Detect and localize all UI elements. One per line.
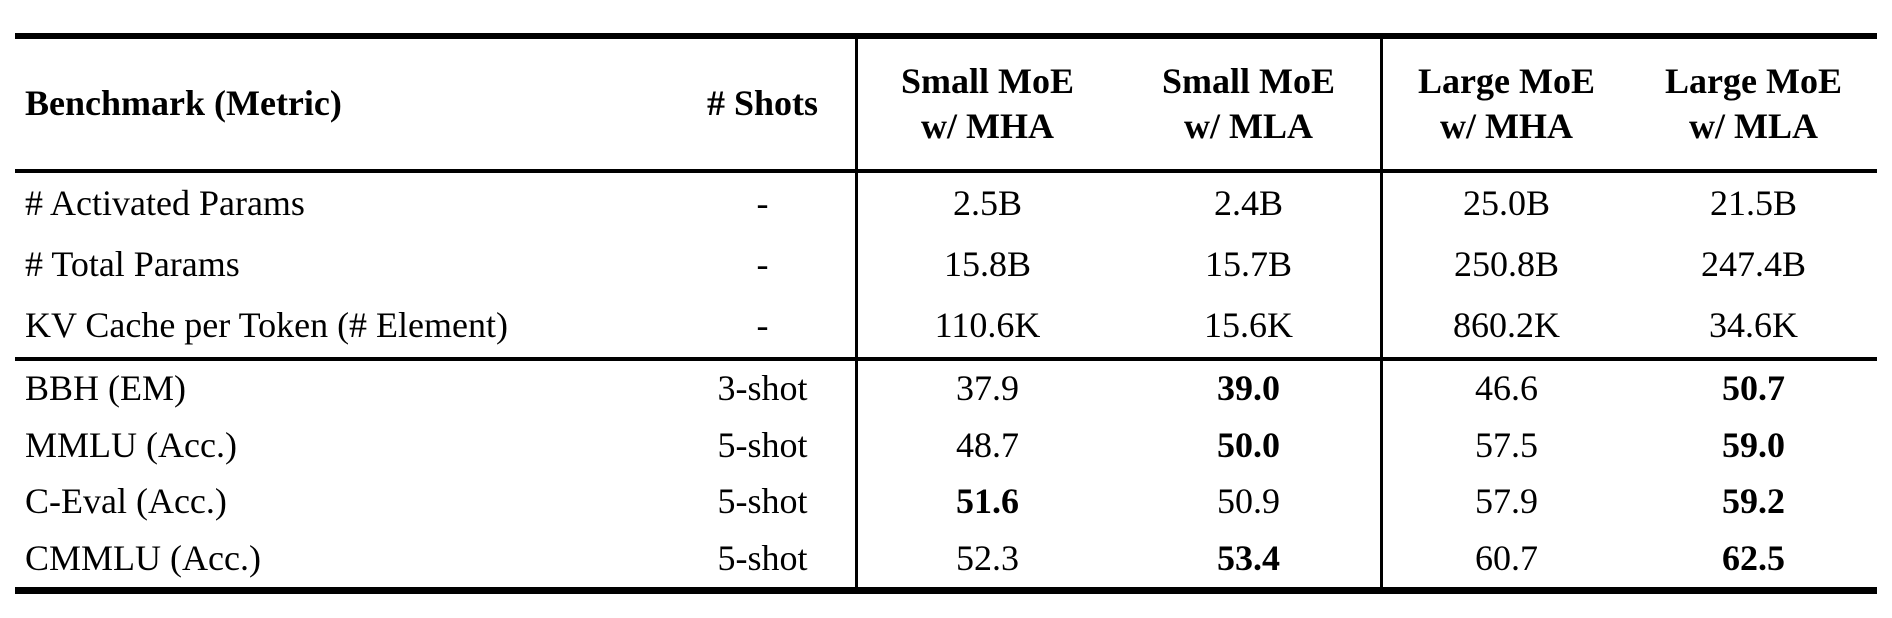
header-benchmark-metric: Benchmark (Metric) xyxy=(25,83,342,124)
value-cell: 57.5 xyxy=(1380,417,1630,474)
header-large-moe-mha: Large MoE w/ MHA xyxy=(1380,39,1630,169)
value-cell: 62.5 xyxy=(1722,537,1785,578)
value-cell: 50.7 xyxy=(1722,368,1785,409)
row-label: C-Eval (Acc.) xyxy=(25,481,227,522)
table-row-ceval: C-Eval (Acc.) 5-shot 51.6 50.9 57.9 59.2 xyxy=(15,473,1877,531)
benchmark-comparison-table: Benchmark (Metric) # Shots Small MoE w/ … xyxy=(15,33,1877,594)
value-cell: 250.8B xyxy=(1380,234,1630,296)
shots-cell: - xyxy=(756,182,769,223)
benchmarks-section: BBH (EM) 3-shot 37.9 39.0 46.6 50.7 MMLU… xyxy=(15,360,1877,587)
shots-cell: - xyxy=(756,305,769,346)
value-cell: 860.2K xyxy=(1380,295,1630,357)
params-section: # Activated Params - 2.5B 2.4B 25.0B 21.… xyxy=(15,173,1877,361)
table-row-mmlu: MMLU (Acc.) 5-shot 48.7 50.0 57.5 59.0 xyxy=(15,417,1877,474)
value-cell: 39.0 xyxy=(1217,368,1280,409)
value-cell: 57.9 xyxy=(1380,473,1630,531)
row-label: # Activated Params xyxy=(25,182,305,223)
value-cell: 34.6K xyxy=(1709,305,1798,346)
shots-cell: 5-shot xyxy=(717,537,808,578)
value-cell: 50.9 xyxy=(1217,481,1280,522)
table-header-row: Benchmark (Metric) # Shots Small MoE w/ … xyxy=(15,39,1877,173)
header-large-moe-mla: Large MoE w/ MLA xyxy=(1630,39,1877,169)
value-cell: 37.9 xyxy=(855,360,1117,418)
value-cell: 110.6K xyxy=(855,295,1117,357)
value-cell: 60.7 xyxy=(1380,530,1630,587)
header-group-line1: Large MoE xyxy=(1665,61,1842,101)
value-cell: 2.5B xyxy=(855,173,1117,235)
table-row-bbh: BBH (EM) 3-shot 37.9 39.0 46.6 50.7 xyxy=(15,360,1877,418)
table-row-cmmlu: CMMLU (Acc.) 5-shot 52.3 53.4 60.7 62.5 xyxy=(15,530,1877,587)
header-small-moe-mha: Small MoE w/ MHA xyxy=(855,39,1117,169)
value-cell: 59.0 xyxy=(1722,424,1785,465)
value-cell: 52.3 xyxy=(855,530,1117,587)
value-cell: 15.8B xyxy=(855,234,1117,296)
header-group-line1: Small MoE xyxy=(900,61,1074,101)
row-label: KV Cache per Token (# Element) xyxy=(25,305,508,346)
row-label: CMMLU (Acc.) xyxy=(25,537,261,578)
table-row-activated-params: # Activated Params - 2.5B 2.4B 25.0B 21.… xyxy=(15,173,1877,235)
header-num-shots: # Shots xyxy=(706,83,819,124)
row-label: MMLU (Acc.) xyxy=(25,424,237,465)
header-group-line2: w/ MLA xyxy=(1689,106,1818,146)
value-cell: 53.4 xyxy=(1217,537,1280,578)
shots-cell: - xyxy=(756,244,769,285)
header-group-line2: w/ MLA xyxy=(1183,106,1313,146)
value-cell: 21.5B xyxy=(1709,182,1797,223)
shots-cell: 3-shot xyxy=(717,368,808,409)
value-cell: 247.4B xyxy=(1700,244,1806,285)
row-label: # Total Params xyxy=(25,244,240,285)
header-small-moe-mla: Small MoE w/ MLA xyxy=(1117,39,1380,169)
shots-cell: 5-shot xyxy=(717,481,808,522)
value-cell: 2.4B xyxy=(1213,182,1283,223)
header-group-line1: Small MoE xyxy=(1161,61,1335,101)
table-row-total-params: # Total Params - 15.8B 15.7B 250.8B 247.… xyxy=(15,234,1877,296)
value-cell: 46.6 xyxy=(1380,360,1630,418)
header-group-line1: Large MoE xyxy=(1418,61,1595,101)
value-cell: 48.7 xyxy=(855,417,1117,474)
header-group-line2: w/ MHA xyxy=(921,106,1054,146)
value-cell: 25.0B xyxy=(1380,173,1630,235)
value-cell: 50.0 xyxy=(1217,424,1280,465)
shots-cell: 5-shot xyxy=(717,424,808,465)
value-cell: 51.6 xyxy=(855,473,1117,531)
value-cell: 15.6K xyxy=(1204,305,1293,346)
header-group-line2: w/ MHA xyxy=(1440,106,1573,146)
table-row-kv-cache: KV Cache per Token (# Element) - 110.6K … xyxy=(15,295,1877,357)
value-cell: 15.7B xyxy=(1204,244,1292,285)
row-label: BBH (EM) xyxy=(25,368,186,409)
value-cell: 59.2 xyxy=(1722,481,1785,522)
